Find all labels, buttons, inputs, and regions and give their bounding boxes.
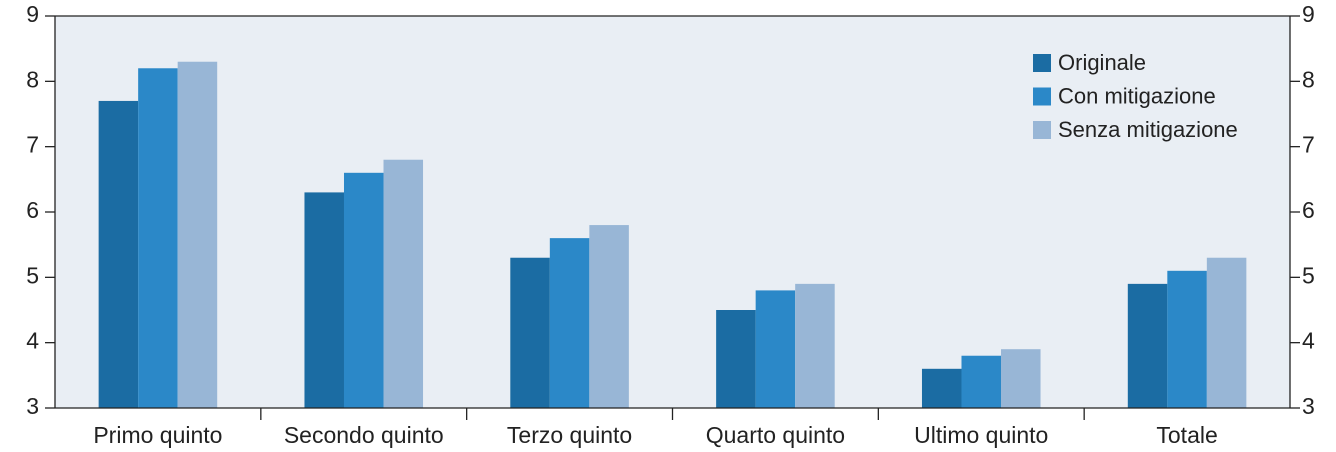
legend-swatch [1033, 87, 1051, 106]
bar [510, 257, 550, 408]
x-tick-label: Terzo quinto [507, 422, 632, 448]
y-tick-label: 9 [26, 1, 39, 27]
bar [795, 283, 835, 408]
legend-label: Con mitigazione [1058, 83, 1216, 108]
plot-area [55, 16, 1290, 408]
y2-tick-label: 6 [1302, 197, 1315, 223]
x-tick-label: Ultimo quinto [914, 422, 1048, 448]
bar [716, 310, 756, 408]
x-tick-label: Totale [1156, 422, 1217, 448]
y2-tick-label: 9 [1302, 1, 1315, 27]
bar [343, 172, 384, 408]
y-tick-label: 8 [26, 66, 39, 92]
bar [304, 192, 344, 408]
bar [1001, 349, 1041, 408]
bar [1167, 270, 1207, 408]
bar [98, 100, 139, 408]
y2-tick-label: 4 [1302, 328, 1315, 354]
legend-swatch [1033, 54, 1051, 72]
y2-tick-label: 7 [1302, 132, 1315, 158]
bar [549, 238, 590, 408]
bar [589, 225, 629, 408]
y-tick-label: 5 [26, 262, 39, 288]
bar [177, 61, 218, 408]
x-tick-label: Secondo quinto [284, 422, 444, 448]
legend-label: Senza mitigazione [1058, 117, 1238, 142]
bar [961, 355, 1002, 408]
y-tick-label: 6 [26, 197, 39, 223]
y2-tick-label: 8 [1302, 66, 1315, 92]
x-tick-label: Primo quinto [93, 422, 222, 448]
bar [138, 68, 178, 409]
bar [1206, 257, 1247, 408]
y2-tick-label: 5 [1302, 262, 1315, 288]
y-tick-label: 3 [26, 393, 39, 419]
bar [1127, 283, 1168, 408]
y-tick-label: 4 [26, 328, 39, 354]
bar [383, 159, 424, 408]
legend-label: Originale [1058, 50, 1146, 75]
bar [755, 290, 796, 408]
y-tick-label: 7 [26, 132, 39, 158]
bar [921, 368, 962, 408]
y2-tick-label: 3 [1302, 393, 1315, 419]
legend-swatch [1033, 121, 1051, 139]
x-tick-label: Quarto quinto [706, 422, 845, 448]
